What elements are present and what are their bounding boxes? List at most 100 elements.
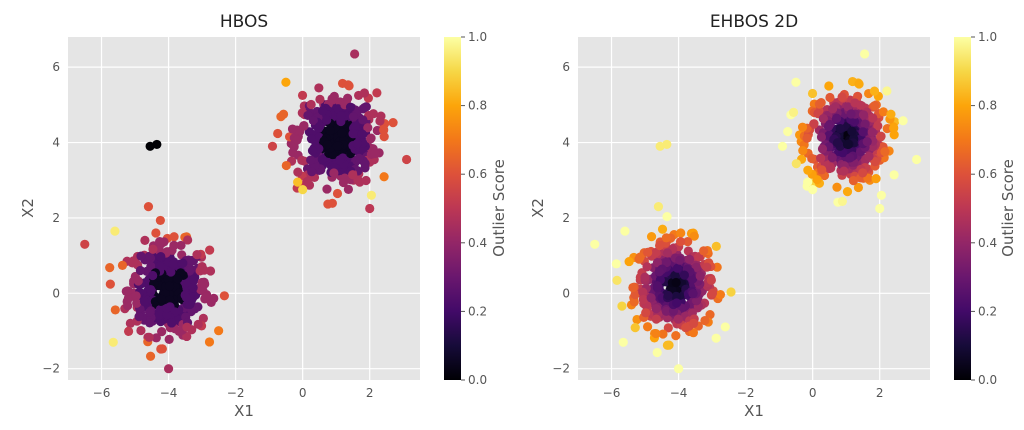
- scatter-point: [205, 245, 215, 255]
- scatter-point: [832, 182, 842, 192]
- panel-ehbos-2d: EHBOS 2D −6 −4 −2 0 2 −2 0 2 4 6 X1 X2 0.0 0.2 0.4…: [529, 12, 1017, 420]
- scatter-point: [638, 287, 648, 297]
- scatter-point: [707, 288, 718, 298]
- scatter-point: [335, 155, 345, 165]
- scatter-point: [306, 134, 317, 144]
- scatter-point: [314, 83, 324, 93]
- scatter-point: [880, 147, 890, 157]
- scatter-point: [345, 102, 356, 112]
- scatter-point: [855, 100, 866, 110]
- scatter-point: [136, 325, 146, 336]
- scatter-point: [802, 133, 812, 143]
- scatter-point: [629, 297, 639, 307]
- scatter-point: [590, 239, 600, 249]
- scatter-point: [299, 120, 309, 131]
- scatter-point: [105, 263, 115, 273]
- colorbar-tick-label: 0.4: [468, 236, 487, 250]
- scatter-point: [676, 228, 686, 238]
- scatter-point: [612, 275, 622, 285]
- scatter-point: [329, 168, 339, 178]
- scatter-point: [136, 251, 146, 261]
- scatter-point: [711, 241, 721, 251]
- scatter-point: [726, 287, 736, 297]
- scatter-point: [343, 184, 354, 194]
- scatter-point: [827, 152, 837, 163]
- scatter-point: [788, 107, 799, 117]
- scatter-point: [379, 125, 389, 135]
- scatter-point: [869, 86, 880, 96]
- scatter-point: [308, 115, 318, 126]
- scatter-point: [200, 279, 210, 289]
- scatter-point: [808, 185, 818, 195]
- scatter-point: [671, 331, 681, 341]
- scatter-point: [715, 290, 726, 300]
- scatter-point: [791, 159, 801, 169]
- scatter-point: [807, 88, 818, 99]
- scatter-point: [679, 270, 689, 280]
- scatter-point: [638, 294, 648, 305]
- scatter-point: [144, 332, 154, 342]
- scatter-point: [889, 170, 899, 180]
- scatter-point: [337, 128, 347, 138]
- scatter-point: [372, 88, 382, 98]
- colorbar-ticks: 0.0 0.2 0.4 0.6 0.8 1.0: [461, 30, 487, 387]
- scatter-point: [322, 115, 332, 125]
- scatter-point: [156, 344, 166, 354]
- scatter-point: [720, 322, 730, 332]
- scatter-point: [360, 102, 370, 113]
- scatter-point: [182, 322, 192, 332]
- scatter-point: [306, 99, 316, 110]
- scatter-point: [144, 251, 154, 261]
- scatter-point: [366, 190, 376, 200]
- scatter-point: [307, 146, 318, 156]
- scatter-point: [363, 123, 373, 133]
- scatter-point: [705, 309, 715, 320]
- scatter-point: [661, 306, 671, 316]
- scatter-point: [663, 290, 673, 301]
- colorbar: [444, 37, 461, 380]
- scatter-point: [169, 232, 179, 242]
- scatter-point: [803, 177, 813, 187]
- scatter-point: [325, 125, 335, 136]
- scatter-point: [164, 281, 175, 291]
- scatter-point: [134, 311, 144, 322]
- scatter-point: [663, 323, 673, 333]
- scatter-point: [700, 315, 710, 326]
- chart-title: HBOS: [220, 12, 268, 32]
- scatter-point: [657, 224, 668, 234]
- scatter-point: [655, 240, 665, 251]
- scatter-point: [651, 314, 661, 324]
- scatter-point: [166, 267, 176, 277]
- grid: [68, 37, 420, 380]
- x-tick-labels: −6 −4 −2 0 2: [603, 386, 884, 400]
- scatter-point: [672, 263, 683, 273]
- scatter-points: [80, 49, 412, 374]
- scatter-point: [635, 252, 645, 262]
- scatter-point: [108, 337, 118, 347]
- scatter-point: [167, 318, 177, 328]
- scatter-point: [847, 126, 857, 136]
- scatter-point: [131, 291, 141, 301]
- scatter-point: [110, 305, 120, 315]
- scatter-point: [911, 154, 922, 165]
- scatter-point: [185, 299, 195, 310]
- scatter-point: [673, 314, 683, 324]
- y-tick-label: −2: [552, 362, 570, 376]
- scatter-point: [886, 109, 896, 119]
- colorbar-tick-label: 0.2: [978, 304, 997, 318]
- scatter-point: [178, 258, 188, 268]
- scatter-point: [630, 289, 640, 300]
- scatter-point: [315, 94, 325, 104]
- scatter-point: [370, 148, 380, 159]
- colorbar-tick-label: 0.0: [978, 373, 997, 387]
- scatter-point: [653, 202, 664, 212]
- scatter-point: [617, 301, 627, 311]
- scatter-point: [642, 262, 652, 272]
- scatter-point: [652, 281, 662, 291]
- scatter-point: [651, 328, 661, 339]
- scatter-point: [843, 102, 853, 112]
- scatter-point: [683, 237, 693, 247]
- scatter-point: [835, 123, 845, 134]
- x-tick-label: 2: [876, 386, 884, 400]
